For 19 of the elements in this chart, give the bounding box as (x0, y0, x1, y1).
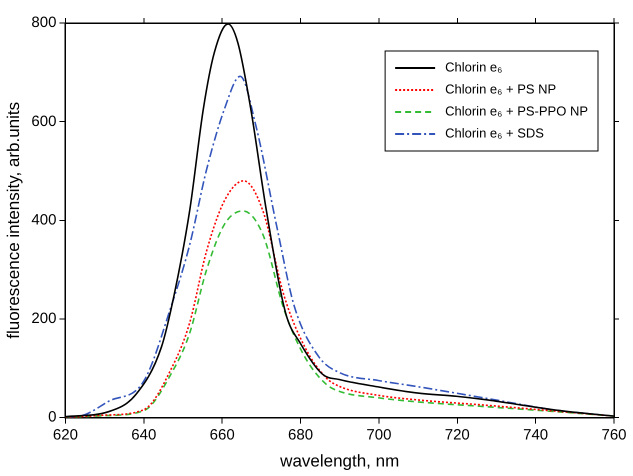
x-tick-label: 740 (523, 426, 548, 444)
x-tick-label: 660 (210, 426, 235, 444)
x-tick-label: 620 (52, 426, 78, 444)
y-tick-label: 200 (31, 310, 56, 328)
legend-label: Chlorin e₆ (445, 60, 502, 75)
y-tick-label: 600 (31, 112, 56, 130)
x-tick-label: 760 (601, 426, 627, 444)
x-tick-label: 720 (444, 426, 470, 444)
x-tick-label: 680 (288, 426, 314, 444)
y-axis-title: fluorescence intensity, arb.units (4, 102, 23, 339)
x-tick-label: 700 (366, 426, 392, 444)
y-tick-label: 400 (31, 211, 56, 228)
legend-label: Chlorin e₆ + SDS (445, 126, 544, 141)
x-axis-title: wavelength, nm (279, 451, 400, 470)
legend-label: Chlorin e₆ + PS NP (445, 82, 556, 97)
x-tick-label: 640 (131, 426, 156, 444)
legend-label: Chlorin e₆ + PS-PPO NP (445, 104, 588, 119)
y-tick-label: 0 (48, 408, 56, 426)
y-tick-label: 800 (31, 14, 56, 32)
